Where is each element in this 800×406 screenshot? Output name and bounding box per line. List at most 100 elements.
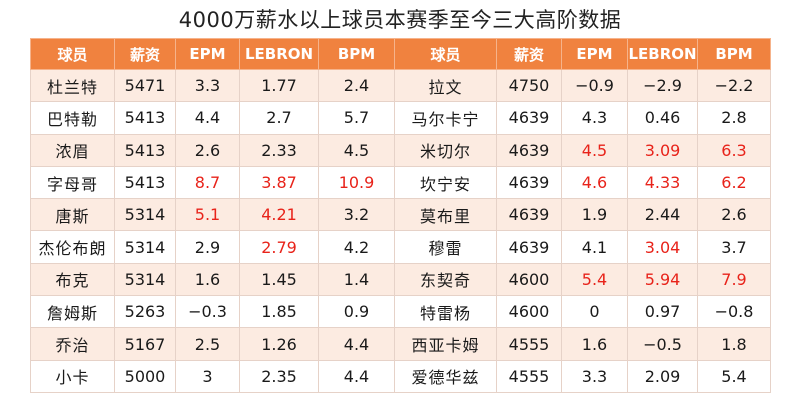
cell-player-left: 詹姆斯 xyxy=(30,295,115,329)
cell-player-left: 巴特勒 xyxy=(30,101,115,135)
header-row: 球员 薪资 EPM LEBRON BPM 球员 薪资 EPM LEBRON BP… xyxy=(30,38,771,70)
cell-player-right: 坎宁安 xyxy=(394,165,497,200)
cell-bpm-right: −2.2 xyxy=(697,68,771,103)
cell-lebron-right: 5.94 xyxy=(627,262,698,297)
cell-bpm-left: 10.9 xyxy=(318,165,395,200)
cell-epm-right: 1.6 xyxy=(561,327,628,361)
cell-epm-right: 4.1 xyxy=(561,230,628,264)
cell-epm-left: 8.7 xyxy=(175,165,240,200)
cell-player-right: 马尔卡宁 xyxy=(394,101,497,135)
stats-table: 球员 薪资 EPM LEBRON BPM 球员 薪资 EPM LEBRON BP… xyxy=(30,38,771,393)
table-row: 巴特勒 5413 4.4 2.7 5.7 马尔卡宁 4639 4.3 0.46 2.8 xyxy=(30,101,771,135)
cell-player-left: 杰伦布朗 xyxy=(30,230,115,264)
cell-salary-right: 4639 xyxy=(496,133,562,167)
cell-player-left: 乔治 xyxy=(30,327,115,361)
header-player-left: 球员 xyxy=(30,38,115,70)
cell-epm-right: 4.5 xyxy=(561,133,628,167)
cell-player-right: 莫布里 xyxy=(394,198,497,232)
cell-epm-left: 3 xyxy=(175,359,240,393)
cell-bpm-left: 4.4 xyxy=(318,359,395,393)
cell-player-right: 拉文 xyxy=(394,68,497,103)
cell-bpm-right: 2.8 xyxy=(697,101,771,135)
cell-lebron-left: 2.35 xyxy=(239,359,319,393)
cell-bpm-left: 5.7 xyxy=(318,101,395,135)
cell-epm-left: 3.3 xyxy=(175,68,240,103)
cell-lebron-right: −2.9 xyxy=(627,68,698,103)
cell-epm-right: 3.3 xyxy=(561,359,628,393)
cell-salary-right: 4639 xyxy=(496,230,562,264)
cell-epm-left: 2.5 xyxy=(175,327,240,361)
cell-player-left: 唐斯 xyxy=(30,198,115,232)
cell-bpm-right: 5.4 xyxy=(697,359,771,393)
cell-lebron-left: 1.85 xyxy=(239,295,319,329)
header-bpm-right: BPM xyxy=(697,38,771,70)
table-row: 唐斯 5314 5.1 4.21 3.2 莫布里 4639 1.9 2.44 2.6 xyxy=(30,198,771,232)
cell-epm-left: 2.6 xyxy=(175,133,240,167)
cell-salary-right: 4639 xyxy=(496,198,562,232)
cell-epm-left: 2.9 xyxy=(175,230,240,264)
cell-lebron-right: −0.5 xyxy=(627,327,698,361)
table-row: 乔治 5167 2.5 1.26 4.4 西亚卡姆 4555 1.6 −0.5 1.8 xyxy=(30,327,771,361)
header-epm-left: EPM xyxy=(175,38,240,70)
cell-bpm-right: 3.7 xyxy=(697,230,771,264)
cell-salary-left: 5413 xyxy=(114,133,176,167)
table-row: 杜兰特 5471 3.3 1.77 2.4 拉文 4750 −0.9 −2.9 −2.2 xyxy=(30,68,771,103)
page-title: 4000万薪水以上球员本赛季至今三大高阶数据 xyxy=(178,8,622,32)
cell-player-right: 爱德华兹 xyxy=(394,359,497,393)
table-row: 浓眉 5413 2.6 2.33 4.5 米切尔 4639 4.5 3.09 6.3 xyxy=(30,133,771,167)
cell-lebron-left: 3.87 xyxy=(239,165,319,200)
cell-bpm-right: 1.8 xyxy=(697,327,771,361)
header-salary-right: 薪资 xyxy=(496,38,562,70)
cell-bpm-right: 6.2 xyxy=(697,165,771,200)
cell-salary-right: 4600 xyxy=(496,262,562,297)
cell-epm-left: 1.6 xyxy=(175,262,240,297)
cell-epm-right: 4.6 xyxy=(561,165,628,200)
header-lebron-right: LEBRON xyxy=(627,38,698,70)
cell-bpm-left: 4.5 xyxy=(318,133,395,167)
cell-salary-left: 5000 xyxy=(114,359,176,393)
cell-lebron-left: 2.79 xyxy=(239,230,319,264)
cell-salary-right: 4639 xyxy=(496,165,562,200)
cell-bpm-left: 2.4 xyxy=(318,68,395,103)
cell-lebron-right: 0.97 xyxy=(627,295,698,329)
cell-lebron-right: 3.04 xyxy=(627,230,698,264)
cell-player-right: 西亚卡姆 xyxy=(394,327,497,361)
cell-bpm-right: 6.3 xyxy=(697,133,771,167)
table-row: 字母哥 5413 8.7 3.87 10.9 坎宁安 4639 4.6 4.33 6.2 xyxy=(30,165,771,200)
table-body: 杜兰特 5471 3.3 1.77 2.4 拉文 4750 −0.9 −2.9 −2.2 巴特勒 54… xyxy=(30,68,771,393)
cell-salary-right: 4555 xyxy=(496,327,562,361)
cell-bpm-left: 4.2 xyxy=(318,230,395,264)
cell-epm-right: 0 xyxy=(561,295,628,329)
cell-bpm-left: 3.2 xyxy=(318,198,395,232)
table-row: 詹姆斯 5263 −0.3 1.85 0.9 特雷杨 4600 0 0.97 −0.8 xyxy=(30,295,771,329)
cell-lebron-left: 2.7 xyxy=(239,101,319,135)
cell-lebron-right: 0.46 xyxy=(627,101,698,135)
cell-epm-right: −0.9 xyxy=(561,68,628,103)
cell-bpm-right: 7.9 xyxy=(697,262,771,297)
cell-player-right: 特雷杨 xyxy=(394,295,497,329)
cell-epm-left: 5.1 xyxy=(175,198,240,232)
cell-salary-left: 5413 xyxy=(114,101,176,135)
cell-salary-left: 5471 xyxy=(114,68,176,103)
cell-salary-left: 5314 xyxy=(114,262,176,297)
cell-epm-left: 4.4 xyxy=(175,101,240,135)
cell-salary-left: 5263 xyxy=(114,295,176,329)
cell-player-left: 布克 xyxy=(30,262,115,297)
cell-salary-right: 4639 xyxy=(496,101,562,135)
cell-salary-left: 5314 xyxy=(114,230,176,264)
cell-bpm-right: −0.8 xyxy=(697,295,771,329)
cell-player-left: 浓眉 xyxy=(30,133,115,167)
cell-lebron-left: 2.33 xyxy=(239,133,319,167)
cell-salary-right: 4555 xyxy=(496,359,562,393)
cell-lebron-left: 1.77 xyxy=(239,68,319,103)
cell-salary-right: 4600 xyxy=(496,295,562,329)
cell-bpm-left: 0.9 xyxy=(318,295,395,329)
cell-epm-right: 5.4 xyxy=(561,262,628,297)
cell-salary-left: 5167 xyxy=(114,327,176,361)
cell-epm-right: 4.3 xyxy=(561,101,628,135)
header-epm-right: EPM xyxy=(561,38,628,70)
header-bpm-left: BPM xyxy=(318,38,395,70)
table-row: 杰伦布朗 5314 2.9 2.79 4.2 穆雷 4639 4.1 3.04 3.7 xyxy=(30,230,771,264)
header-lebron-left: LEBRON xyxy=(239,38,319,70)
cell-player-right: 穆雷 xyxy=(394,230,497,264)
